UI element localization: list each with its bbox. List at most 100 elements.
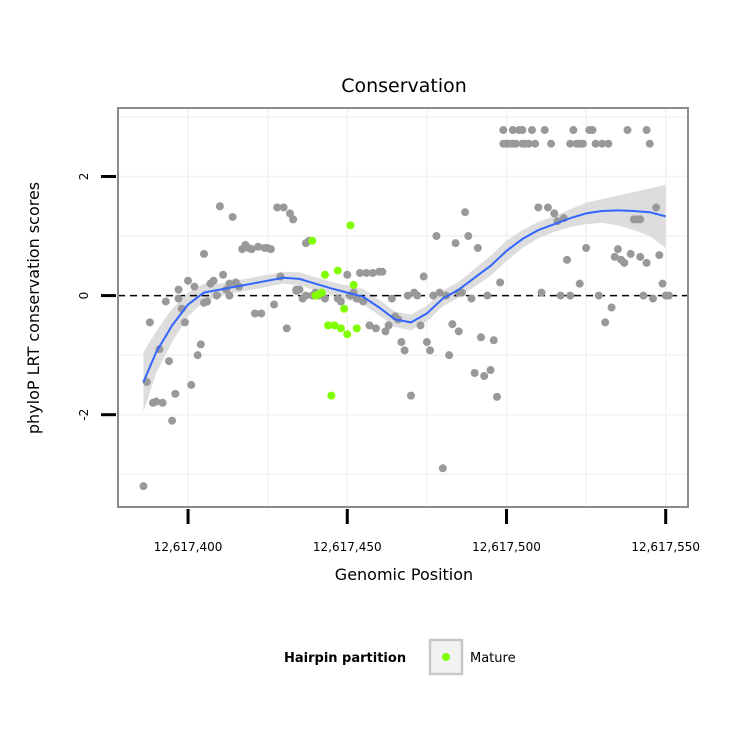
point-other — [508, 139, 517, 148]
point-other — [642, 258, 651, 267]
point-other — [266, 245, 275, 254]
point-other — [282, 324, 291, 333]
point-other — [467, 294, 476, 303]
point-other — [499, 139, 508, 148]
point-other — [639, 291, 648, 300]
point-other — [247, 245, 256, 254]
x-tick-label: 12,617,400 — [154, 540, 223, 554]
point-other — [292, 285, 301, 294]
point-other — [152, 397, 161, 406]
point-other — [174, 294, 183, 303]
point-other — [215, 202, 224, 211]
point-mature — [327, 391, 336, 400]
point-other — [566, 139, 575, 148]
point-mature — [324, 321, 333, 330]
point-other — [199, 249, 208, 258]
point-other — [273, 203, 282, 212]
point-mature — [333, 266, 342, 275]
point-other — [569, 126, 578, 135]
point-other — [508, 126, 517, 135]
legend-key-dot — [442, 653, 450, 661]
point-other — [413, 291, 422, 300]
point-other — [387, 294, 396, 303]
panel-border — [117, 107, 689, 508]
point-other — [356, 268, 365, 277]
point-other — [212, 291, 221, 300]
point-other — [531, 139, 540, 148]
point-mature — [352, 324, 361, 333]
point-other — [524, 139, 533, 148]
point-other — [184, 276, 193, 285]
point-other — [419, 272, 428, 281]
point-other — [158, 398, 167, 407]
point-mature — [343, 330, 352, 339]
point-other — [591, 139, 600, 148]
point-other — [652, 203, 661, 212]
legend-entry-mature: Mature — [470, 651, 516, 666]
point-other — [279, 203, 288, 212]
point-other — [180, 318, 189, 327]
x-axis-label: Genomic Position — [335, 565, 473, 584]
point-other — [228, 212, 237, 221]
point-other — [174, 285, 183, 294]
point-other — [362, 268, 371, 277]
chart-title: Conservation — [341, 75, 467, 97]
y-tick-label: 2 — [77, 173, 91, 181]
point-other — [320, 294, 329, 303]
point-other — [371, 324, 380, 333]
point-other — [445, 351, 454, 360]
point-other — [435, 288, 444, 297]
point-other — [566, 291, 575, 300]
point-other — [492, 392, 501, 401]
point-other — [250, 309, 259, 318]
point-other — [270, 300, 279, 309]
point-other — [636, 215, 645, 224]
point-other — [422, 338, 431, 347]
point-other — [496, 278, 505, 287]
point-other — [480, 371, 489, 380]
point-other — [403, 291, 412, 300]
point-other — [368, 268, 377, 277]
point-other — [556, 291, 565, 300]
point-other — [547, 139, 556, 148]
x-tick-label: 12,617,450 — [313, 540, 382, 554]
point-other — [486, 366, 495, 375]
point-other — [543, 203, 552, 212]
point-other — [400, 346, 409, 355]
point-other — [187, 380, 196, 389]
point-other — [359, 297, 368, 306]
point-other — [575, 279, 584, 288]
point-other — [588, 126, 597, 135]
point-other — [477, 333, 486, 342]
point-other — [426, 346, 435, 355]
point-other — [257, 309, 266, 318]
point-other — [199, 298, 208, 307]
x-tick-label: 12,617,500 — [472, 540, 541, 554]
point-other — [642, 126, 651, 135]
panel-background — [118, 108, 688, 507]
point-other — [582, 243, 591, 252]
point-other — [225, 291, 234, 300]
point-mature — [346, 221, 355, 230]
point-other — [464, 232, 473, 241]
point-other — [626, 249, 635, 258]
point-other — [451, 239, 460, 248]
point-other — [343, 270, 352, 279]
point-other — [429, 291, 438, 300]
smooth-trend-line — [142, 209, 666, 383]
point-other — [378, 267, 387, 276]
point-other — [254, 242, 263, 251]
point-other — [301, 291, 310, 300]
point-other — [664, 291, 673, 300]
point-other — [289, 215, 298, 224]
point-other — [623, 126, 632, 135]
point-other — [575, 139, 584, 148]
point-other — [219, 270, 228, 279]
point-other — [454, 327, 463, 336]
point-other — [645, 139, 654, 148]
point-other — [518, 126, 527, 135]
point-mature — [330, 321, 339, 330]
point-other — [209, 276, 218, 285]
point-other — [534, 203, 543, 212]
